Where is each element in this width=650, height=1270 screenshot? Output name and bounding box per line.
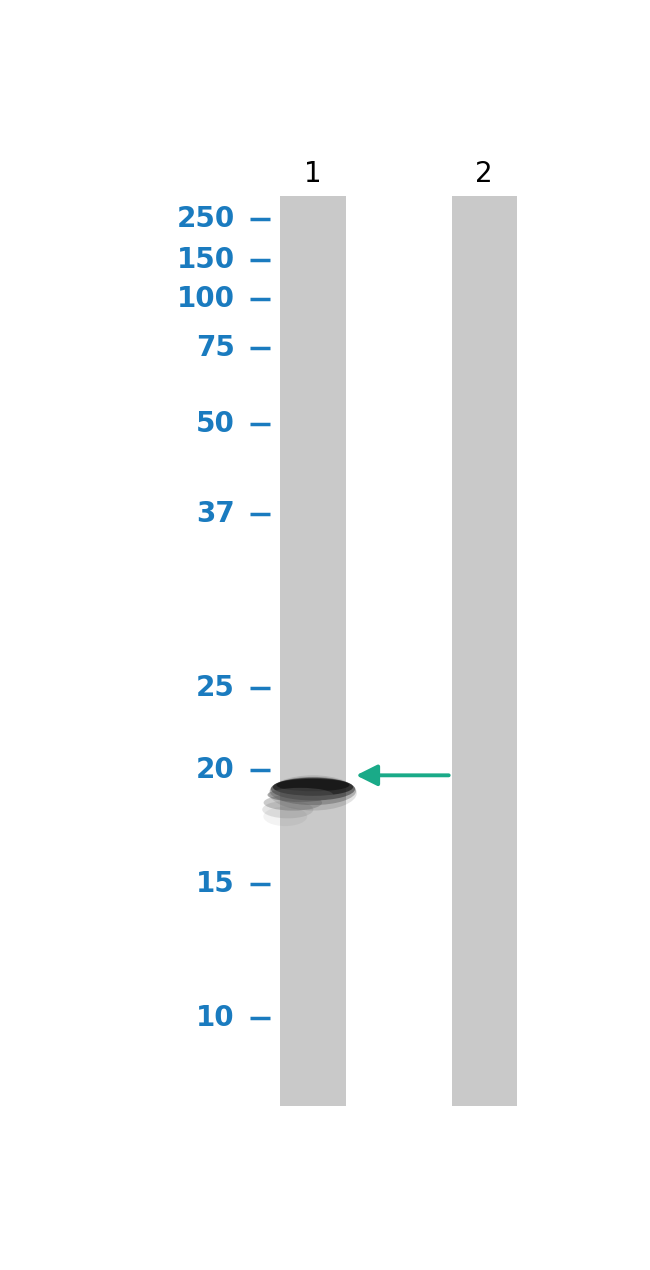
Text: 100: 100 xyxy=(177,284,235,314)
Ellipse shape xyxy=(268,787,333,801)
Bar xyxy=(280,197,346,1106)
Text: 250: 250 xyxy=(177,204,235,232)
Ellipse shape xyxy=(264,795,322,810)
Ellipse shape xyxy=(262,801,313,818)
Text: 10: 10 xyxy=(196,1003,235,1031)
Ellipse shape xyxy=(269,775,357,810)
Bar xyxy=(452,197,517,1106)
Text: 2: 2 xyxy=(475,160,493,188)
Text: 15: 15 xyxy=(196,870,235,898)
Text: 150: 150 xyxy=(177,246,235,274)
Ellipse shape xyxy=(276,779,350,791)
Text: 1: 1 xyxy=(304,160,322,188)
Ellipse shape xyxy=(263,806,307,826)
Text: 50: 50 xyxy=(196,410,235,438)
Text: 25: 25 xyxy=(196,674,235,702)
Text: 75: 75 xyxy=(196,334,235,362)
Ellipse shape xyxy=(270,777,356,805)
Ellipse shape xyxy=(273,779,353,796)
Ellipse shape xyxy=(271,777,355,800)
Text: 20: 20 xyxy=(196,757,235,785)
Text: 37: 37 xyxy=(196,500,235,528)
